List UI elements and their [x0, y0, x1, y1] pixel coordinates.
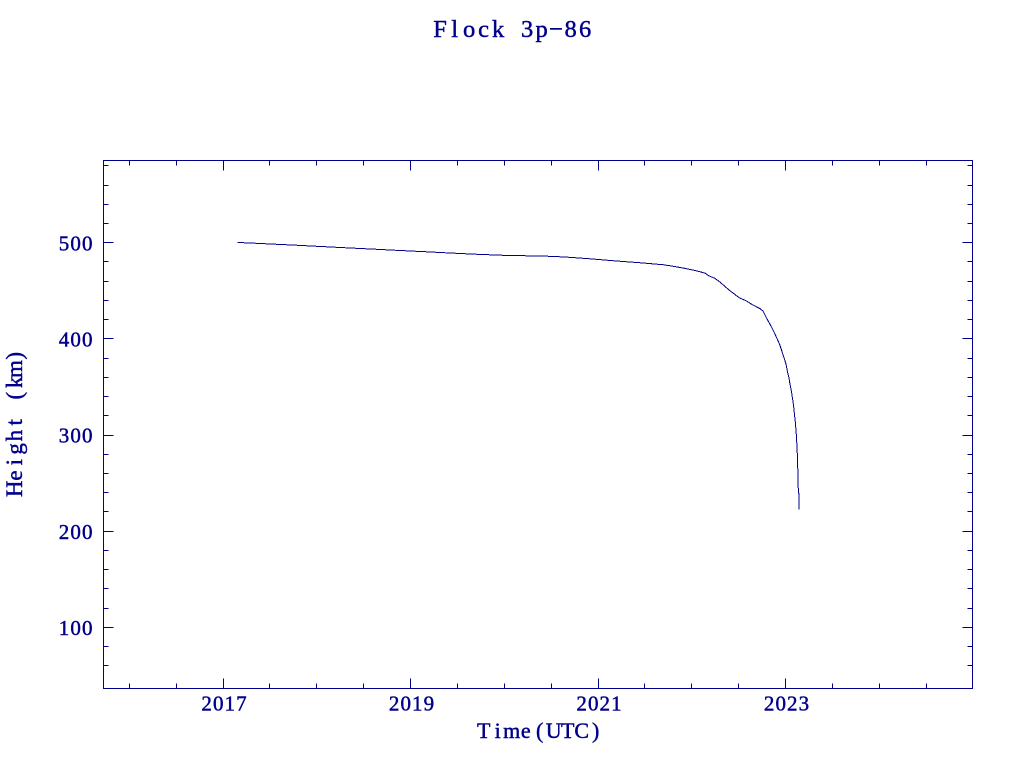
- svg-text:500: 500: [59, 231, 93, 255]
- svg-text:2021: 2021: [576, 692, 621, 716]
- svg-text:2023: 2023: [764, 692, 809, 716]
- svg-text:400: 400: [59, 328, 93, 352]
- svg-text:Height (km): Height (km): [2, 352, 27, 497]
- svg-text:200: 200: [59, 520, 93, 544]
- svg-text:300: 300: [59, 424, 93, 448]
- svg-text:100: 100: [59, 616, 93, 640]
- svg-text:Time(UTC): Time(UTC): [477, 718, 599, 743]
- svg-text:2017: 2017: [201, 692, 246, 716]
- svg-text:2019: 2019: [389, 692, 434, 716]
- svg-text:Flock 3p−86: Flock 3p−86: [433, 16, 591, 43]
